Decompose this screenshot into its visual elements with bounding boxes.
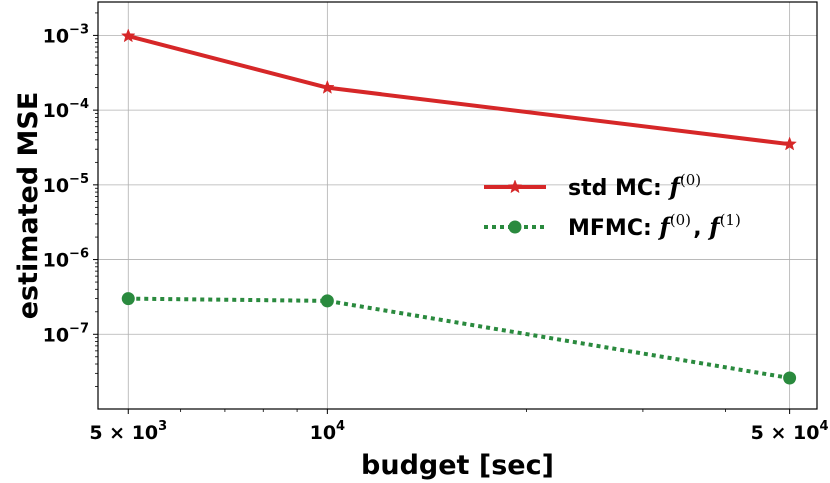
legend-math-f: f [707,212,723,241]
x-tick-exponent: 4 [820,419,829,434]
x-tick-mantissa: 5 × [89,422,131,444]
y-tick-exponent: −6 [69,247,89,262]
y-axis-ticks: 10−310−410−510−610−7 [43,12,98,387]
y-tick-label: 10−3 [43,22,89,47]
grid [98,2,817,409]
y-tick-base: 10 [43,250,69,272]
circle-marker [320,294,334,308]
y-tick-base: 10 [43,100,69,122]
series-line [127,34,790,147]
y-tick-exponent: −7 [69,321,89,336]
legend-math-f: f [668,172,684,201]
x-tick-base: 10 [793,422,819,444]
legend-entry: std MC: f(0) [484,171,703,201]
star-marker [320,79,335,94]
x-axis-label: budget [sec] [361,450,554,481]
series-mfmc [121,292,797,385]
y-axis-label: estimated MSE [13,92,44,320]
legend-entry: MFMC: f(0) , f(1) [484,211,743,241]
x-tick-label: 5 × 104 [751,419,829,444]
x-tick-base: 10 [132,422,158,444]
legend-separator: , [693,216,709,241]
y-tick-label: 10−4 [43,97,89,122]
y-tick-label: 10−6 [43,247,89,272]
y-tick-exponent: −5 [69,172,89,187]
series-layer [120,28,797,385]
star-marker [782,136,797,151]
legend-math-f: f [657,212,673,241]
star-marker [507,179,523,194]
legend-text: MFMC: [568,216,659,241]
legend-label: MFMC: f(0) , f(1) [568,211,743,241]
x-tick-mantissa: 5 × [751,422,793,444]
circle-marker [121,292,135,306]
y-tick-base: 10 [43,324,69,346]
star-marker [120,28,136,43]
legend-text: std MC: [568,176,670,201]
x-tick-exponent: 3 [158,419,167,434]
y-tick-label: 10−5 [43,172,89,197]
y-tick-base: 10 [43,175,69,197]
legend-math-reset [701,176,703,201]
legend-math-sup: (0) [680,171,701,189]
x-tick-exponent: 4 [336,419,345,434]
circle-marker [783,371,797,385]
x-tick-label: 104 [310,419,346,444]
series-std-mc [120,28,797,151]
plot-frame [97,1,818,410]
y-tick-exponent: −3 [69,22,89,37]
legend-math-reset [741,216,743,241]
legend-math-sup: (0) [670,211,691,229]
y-tick-exponent: −4 [69,97,89,112]
series-line [128,296,790,380]
x-tick-label: 5 × 103 [89,419,167,444]
legend-math-sup: (1) [720,211,741,229]
legend: std MC: f(0) MFMC: f(0) , f(1) [484,171,743,241]
x-axis-ticks: 5 × 103 104 5 × 104 [89,409,829,444]
x-tick-base: 10 [310,422,336,444]
circle-marker [508,220,522,234]
legend-label: std MC: f(0) [568,171,703,201]
y-tick-label: 10−7 [43,321,89,346]
y-tick-base: 10 [43,25,69,47]
